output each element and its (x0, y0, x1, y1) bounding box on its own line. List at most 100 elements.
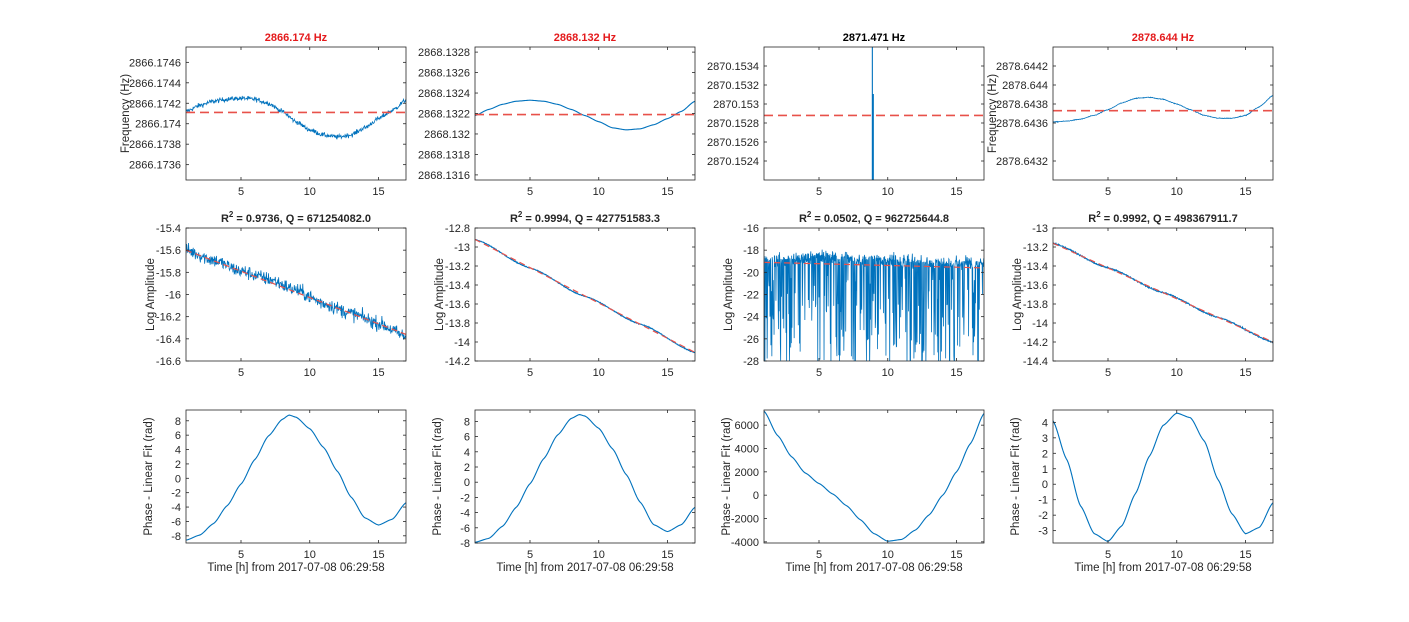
x-tick-label: 10 (882, 367, 894, 379)
y-tick-label: -16.2 (156, 312, 181, 324)
series-line (764, 410, 984, 542)
y-axis-label: Phase - Linear Fit (rad) (721, 417, 733, 535)
title-r2-value: 0.9736 (246, 213, 280, 225)
title-r2-eq: = (522, 213, 535, 225)
y-tick-label: 0 (464, 477, 470, 489)
y-tick-label: -24 (743, 312, 759, 324)
y-tick-label: 2 (175, 459, 181, 471)
y-tick-label: 0 (1042, 479, 1048, 491)
y-tick-label: 2866.1746 (129, 57, 181, 69)
y-axis-label: Phase - Linear Fit (rad) (432, 417, 444, 535)
x-tick-label: 15 (372, 367, 384, 379)
plot-area (764, 410, 984, 543)
y-axis-label: Log Amplitude (434, 258, 446, 331)
plot-area (1053, 228, 1273, 361)
y-tick-label: -2 (1038, 510, 1048, 522)
y-tick-label: 2870.1534 (707, 61, 759, 73)
panel-title: R2 = 0.0502, Q = 962725644.8 (799, 210, 949, 225)
y-tick-label: 6 (175, 430, 181, 442)
y-tick-label: -16 (743, 223, 759, 235)
y-tick-label: -4000 (731, 537, 759, 549)
y-tick-label: 2870.1528 (707, 118, 759, 130)
x-tick-label: 10 (593, 549, 605, 561)
title-sup: 2 (229, 210, 234, 219)
y-tick-label: 2870.1526 (707, 137, 759, 149)
panel-r3c1: 5 10 15 -8 -6 -4 -2 0 2 4 6 8 Phase - Linear Fit (ra… (143, 409, 407, 574)
panel-title: R2 = 0.9736, Q = 671254082.0 (221, 210, 371, 225)
title-q-value: 962725644.8 (885, 213, 949, 225)
x-tick-label: 15 (950, 367, 962, 379)
y-tick-label: 2866.174 (135, 119, 181, 131)
y-axis-label: Phase - Linear Fit (rad) (143, 417, 155, 535)
x-tick-label: 10 (304, 186, 316, 198)
title-r2-value: 0.9994 (535, 213, 570, 225)
x-tick-label: 10 (1171, 549, 1183, 561)
y-tick-label: 2868.1324 (418, 88, 470, 100)
y-tick-label: -14.2 (445, 356, 470, 368)
title-sup: 2 (518, 210, 523, 219)
title-r2-value: 0.0502 (824, 213, 858, 225)
x-tick-label: 10 (882, 549, 894, 561)
y-tick-label: 2866.1742 (129, 98, 181, 110)
plot-area (764, 47, 984, 180)
title-q-label: , Q = (280, 213, 307, 225)
series-line (1053, 412, 1273, 543)
y-tick-label: 1 (1042, 464, 1048, 476)
x-tick-label: 5 (816, 186, 822, 198)
axes-box (1052, 46, 1274, 181)
x-tick-label: 10 (304, 549, 316, 561)
plot-content (1053, 242, 1273, 344)
y-axis-label: Frequency (Hz) (120, 74, 132, 153)
y-tick-label: -16.4 (156, 334, 181, 346)
panel-r2c2: 5 10 15 -14.2 -14 -13.8 -13.6 -13.4 -13.2 -13 -12.… (434, 210, 696, 379)
y-tick-label: -20 (743, 267, 759, 279)
y-tick-label: -4 (171, 502, 181, 514)
series-line (871, 47, 874, 180)
plot-content (186, 95, 406, 140)
plot-content (764, 47, 984, 180)
x-tick-label: 15 (661, 186, 673, 198)
series-line (475, 413, 695, 543)
axes-box (185, 46, 407, 181)
y-tick-label: 2868.1316 (418, 170, 470, 182)
y-tick-label: 0 (175, 473, 181, 485)
y-tick-label: -15.6 (156, 245, 181, 257)
title-r: R (510, 213, 518, 225)
y-tick-label: -14.4 (1023, 356, 1048, 368)
plot-area (1053, 47, 1273, 180)
y-tick-label: 4 (1042, 417, 1048, 429)
title-q-value: 427751583.3 (596, 213, 660, 225)
x-axis-label: Time [h] from 2017-07-08 06:29:58 (1074, 562, 1251, 574)
x-tick-label: 10 (1171, 367, 1183, 379)
panel-r2c1: 5 10 15 -16.6 -16.4 -16.2 -16 -15.8 -15.6 -15.4 Lo… (145, 210, 407, 379)
x-tick-label: 15 (372, 186, 384, 198)
plot-area (764, 228, 984, 361)
y-tick-label: -15.4 (156, 223, 181, 235)
panel-r1c2: 5 10 15 2868.1316 2868.1318 2868.132 2868.1322… (418, 32, 696, 198)
x-tick-label: 10 (882, 186, 894, 198)
title-r: R (221, 213, 229, 225)
plot-area (186, 228, 406, 361)
plot-content (475, 238, 695, 354)
panel-title: 2871.471 Hz (843, 32, 906, 44)
x-tick-label: 5 (238, 549, 244, 561)
y-tick-label: -8 (460, 538, 470, 550)
series-line (186, 414, 406, 541)
y-tick-label: -1 (1038, 495, 1048, 507)
panel-r1c1: 5 10 15 2866.1736 2866.1738 2866.174 2866.1742… (120, 32, 407, 198)
y-tick-label: 4 (175, 445, 181, 457)
y-tick-label: -12.8 (445, 223, 470, 235)
plot-content (1053, 412, 1273, 543)
panel-r3c2: 5 10 15 -8 -6 -4 -2 0 2 4 6 8 Phase - Linear Fit (ra… (432, 409, 696, 574)
y-tick-label: -13.2 (445, 261, 470, 273)
plot-area (186, 410, 406, 543)
panel-r2c3: 5 10 15 -28 -26 -24 -22 -20 -18 -16 Log Amplitude R… (723, 210, 985, 379)
axes-box (1052, 227, 1274, 362)
y-tick-label: -2000 (731, 514, 759, 526)
y-tick-label: 2870.1524 (707, 156, 759, 168)
panel-title: 2866.174 Hz (265, 32, 328, 44)
title-q-value: 671254082.0 (307, 213, 371, 225)
y-tick-label: -14 (1032, 318, 1048, 330)
x-axis-label: Time [h] from 2017-07-08 06:29:58 (496, 562, 673, 574)
